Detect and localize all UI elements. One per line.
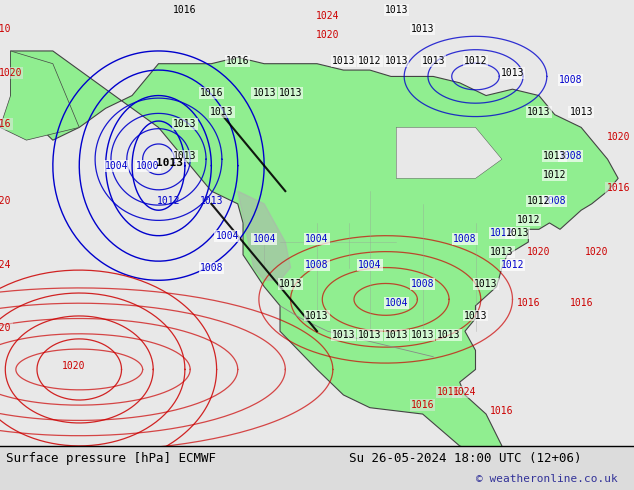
Text: 1012: 1012 [157,196,181,206]
Text: 1020: 1020 [0,323,12,333]
Text: 1013: 1013 [501,69,524,78]
Polygon shape [0,51,79,140]
Text: 1013: 1013 [506,228,529,238]
Text: 1004: 1004 [216,231,239,241]
Text: 1010: 1010 [0,24,12,34]
Text: 1016: 1016 [606,183,630,193]
Text: 1024: 1024 [453,387,477,397]
Text: 1008: 1008 [559,75,583,85]
Text: 1008: 1008 [559,151,583,161]
Text: 1013: 1013 [463,311,488,320]
Text: 1013: 1013 [490,247,514,257]
Text: 1008: 1008 [200,263,223,272]
Text: 1020: 1020 [316,30,339,40]
Text: 1016: 1016 [437,387,461,397]
Text: 1004: 1004 [252,234,276,244]
Text: 1012: 1012 [358,56,382,66]
Text: Su 26-05-2024 18:00 UTC (12+06): Su 26-05-2024 18:00 UTC (12+06) [349,452,581,465]
Text: 1013: 1013 [474,279,498,289]
Text: 1020: 1020 [0,69,22,78]
Text: 1013: 1013 [422,56,445,66]
Text: 1020: 1020 [527,247,551,257]
Text: 1000: 1000 [136,161,160,171]
Text: 1016: 1016 [173,5,197,15]
Text: 1020: 1020 [0,196,12,206]
Text: 1013: 1013 [210,107,234,117]
Text: 1013: 1013 [358,330,382,340]
Text: 1013: 1013 [384,56,408,66]
Text: 1013: 1013 [411,330,434,340]
Text: 1013: 1013 [173,120,197,129]
Text: 1008: 1008 [411,279,434,289]
Text: 1004: 1004 [105,161,128,171]
Text: 1012: 1012 [490,228,514,238]
Text: 1016: 1016 [200,88,223,98]
Text: 1020: 1020 [606,132,630,142]
Text: 1013: 1013 [279,279,302,289]
Text: 1013: 1013 [200,196,223,206]
Text: 1008: 1008 [453,234,477,244]
Text: 1024: 1024 [316,11,339,21]
Text: 1013: 1013 [527,107,551,117]
Text: 1013: 1013 [155,158,183,168]
Text: 1016: 1016 [569,298,593,308]
Text: 1013: 1013 [437,330,461,340]
Text: 1012: 1012 [501,260,524,270]
Polygon shape [11,51,618,459]
Text: Surface pressure [hPa] ECMWF: Surface pressure [hPa] ECMWF [6,452,216,465]
Text: 1016: 1016 [490,406,514,416]
Text: 1008: 1008 [305,260,329,270]
Text: 1013: 1013 [411,24,434,34]
Text: 1013: 1013 [332,330,355,340]
Text: 1024: 1024 [0,260,12,270]
Text: 1013: 1013 [305,311,329,320]
Polygon shape [396,127,502,178]
Text: 1013: 1013 [173,151,197,161]
Text: 1016: 1016 [517,298,540,308]
Text: 1004: 1004 [384,298,408,308]
Text: 1013: 1013 [252,88,276,98]
Text: 1013: 1013 [332,56,355,66]
Text: 1016: 1016 [226,56,250,66]
Text: 1012: 1012 [463,56,488,66]
Text: 1004: 1004 [358,260,382,270]
Text: 1013: 1013 [279,88,302,98]
Text: 1012: 1012 [527,196,551,206]
Text: 1013: 1013 [384,5,408,15]
Text: 1013: 1013 [543,151,567,161]
Text: 1012: 1012 [543,171,567,180]
Text: 1013: 1013 [569,107,593,117]
Text: 1020: 1020 [62,362,86,371]
Text: 1008: 1008 [543,196,567,206]
Text: 1016: 1016 [411,400,434,410]
Text: 1012: 1012 [517,215,540,225]
Text: 1020: 1020 [585,247,609,257]
Text: 1013: 1013 [384,330,408,340]
Text: 1016: 1016 [0,120,12,129]
Text: 1004: 1004 [305,234,329,244]
Polygon shape [238,191,290,280]
Text: © weatheronline.co.uk: © weatheronline.co.uk [476,474,618,484]
